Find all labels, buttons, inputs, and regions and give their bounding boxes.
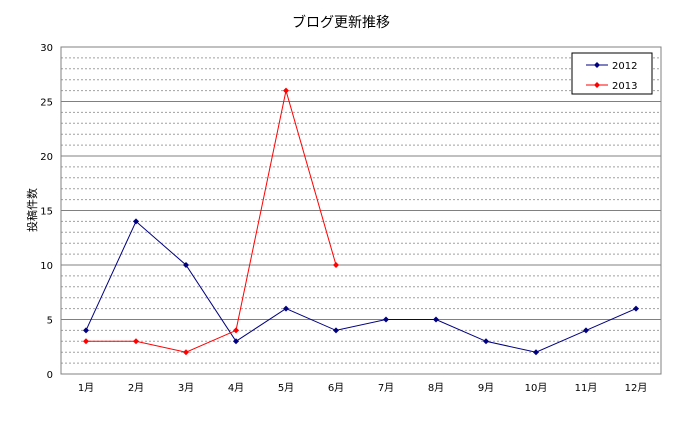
data-point — [83, 338, 89, 345]
data-point — [233, 338, 239, 345]
x-tick-label: 12月 — [625, 382, 648, 394]
y-axis-label: 投稿件数 — [25, 188, 39, 232]
legend-marker — [594, 82, 600, 88]
data-point — [183, 349, 189, 356]
x-tick-label: 2月 — [128, 382, 144, 394]
x-tick-label: 10月 — [525, 382, 548, 394]
legend-marker — [594, 62, 600, 68]
data-point — [633, 305, 639, 312]
data-point — [283, 87, 289, 94]
legend-label: 2013 — [612, 81, 637, 92]
series-line-2013 — [86, 90, 337, 353]
y-tick-label: 0 — [47, 370, 53, 381]
x-tick-label: 9月 — [478, 382, 494, 394]
series-2012 — [83, 218, 639, 356]
data-point — [533, 349, 539, 356]
series-2013 — [83, 87, 339, 356]
data-point — [383, 316, 389, 323]
legend: 2012 2013 — [571, 52, 653, 95]
y-tick-label: 30 — [40, 43, 53, 54]
data-point — [233, 327, 239, 334]
plot-area — [60, 46, 662, 375]
data-point — [283, 305, 289, 312]
series-line-2012 — [85, 220, 637, 353]
y-tick-label: 10 — [40, 261, 53, 272]
chart-title: ブログ更新推移 — [292, 14, 390, 31]
y-tick-label: 25 — [40, 98, 53, 109]
x-tick-label: 11月 — [575, 382, 598, 394]
data-point — [333, 327, 339, 334]
data-point — [433, 316, 439, 323]
data-point — [83, 327, 89, 334]
x-tick-label: 4月 — [228, 382, 244, 394]
x-tick-label: 7月 — [378, 382, 394, 394]
data-point — [183, 262, 189, 268]
data-point — [483, 338, 489, 345]
y-tick-label: 5 — [47, 316, 53, 327]
data-point — [133, 218, 139, 225]
data-point — [333, 262, 339, 268]
x-tick-label: 3月 — [178, 382, 194, 394]
y-tick-label: 15 — [40, 207, 53, 218]
data-point — [583, 327, 589, 334]
x-tick-label: 1月 — [78, 382, 94, 394]
x-tick-label: 6月 — [328, 382, 344, 394]
data-point — [133, 338, 139, 345]
y-tick-label: 20 — [40, 152, 53, 163]
x-tick-label: 5月 — [278, 382, 294, 394]
x-tick-label: 8月 — [428, 382, 444, 394]
legend-label: 2012 — [612, 61, 637, 72]
